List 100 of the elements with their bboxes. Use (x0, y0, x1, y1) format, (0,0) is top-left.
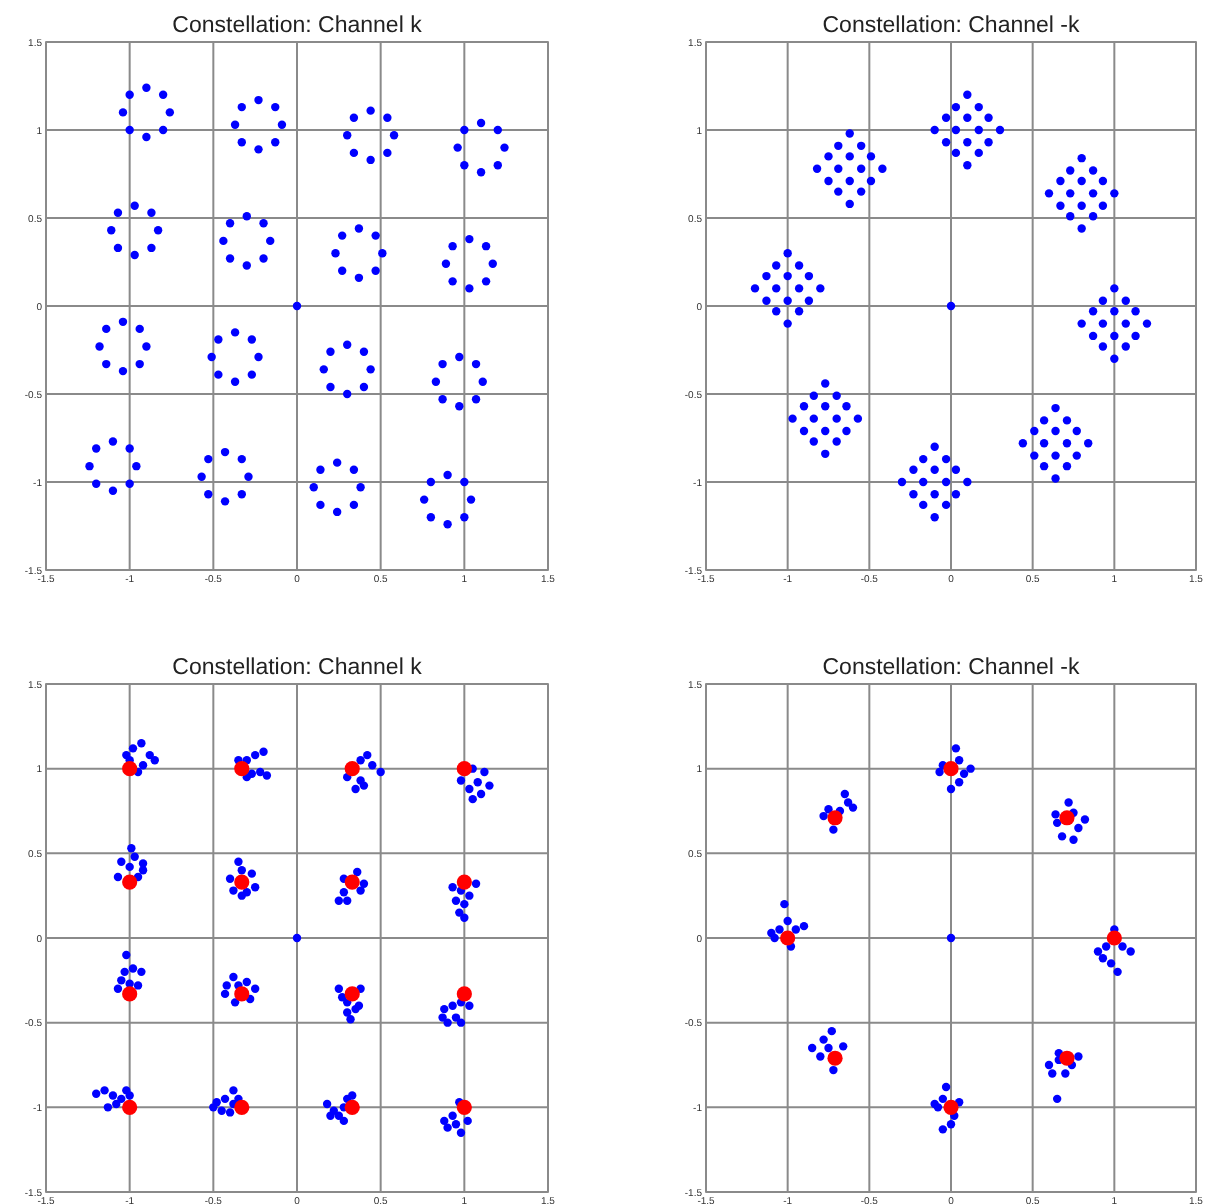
point (247, 370, 257, 379)
point (165, 108, 175, 117)
point (133, 981, 143, 990)
point (438, 1013, 447, 1022)
point (147, 243, 156, 253)
point (941, 113, 951, 122)
point (1072, 426, 1081, 436)
point (456, 776, 466, 785)
point (234, 857, 243, 866)
point (1051, 810, 1060, 819)
point (378, 249, 387, 258)
point (471, 359, 481, 369)
point (842, 426, 851, 436)
point (804, 296, 814, 305)
point (135, 359, 144, 369)
point (349, 500, 359, 510)
point (856, 141, 866, 151)
point (500, 143, 509, 152)
point (493, 125, 502, 135)
point (1051, 451, 1060, 460)
point (816, 1052, 825, 1061)
point (1062, 439, 1072, 448)
point (118, 317, 128, 327)
point (259, 254, 268, 263)
chart-title: Constellation: Channel -k (822, 14, 1080, 38)
point (827, 810, 843, 826)
point (783, 916, 792, 926)
point (334, 984, 344, 993)
point (108, 1091, 118, 1100)
point (326, 1111, 335, 1120)
point (137, 739, 146, 748)
point (1044, 1060, 1054, 1070)
point (147, 208, 156, 217)
point (443, 520, 452, 529)
point (963, 161, 972, 170)
point (963, 477, 972, 487)
point (476, 168, 486, 177)
point (337, 231, 347, 240)
point (465, 1001, 474, 1010)
point (1048, 1069, 1057, 1078)
point (456, 874, 472, 890)
point (783, 271, 792, 281)
point (309, 483, 318, 492)
point (125, 125, 134, 135)
point (1062, 461, 1072, 471)
point (834, 164, 843, 173)
point (946, 1120, 956, 1129)
point (465, 234, 474, 244)
point (946, 784, 956, 794)
point (456, 1099, 472, 1115)
point (839, 1042, 848, 1051)
point (1061, 1069, 1070, 1078)
point (344, 1099, 360, 1115)
point (963, 138, 972, 147)
point (799, 921, 809, 931)
point (951, 744, 961, 753)
point (832, 414, 841, 423)
point (1088, 189, 1098, 198)
point (481, 241, 491, 251)
point (343, 340, 352, 349)
point (897, 477, 907, 487)
point (485, 781, 494, 790)
point (451, 1013, 461, 1022)
point (359, 382, 369, 392)
point (845, 152, 854, 161)
point (368, 761, 377, 770)
point (821, 379, 830, 388)
point (128, 964, 138, 973)
point (343, 389, 352, 399)
point (237, 866, 246, 875)
point (783, 319, 792, 328)
point (465, 891, 474, 900)
point (247, 335, 257, 344)
point (225, 1108, 235, 1117)
point (456, 1018, 466, 1027)
point (254, 145, 263, 154)
point (959, 769, 969, 778)
point (448, 277, 457, 286)
point (130, 852, 139, 861)
point (473, 778, 482, 787)
point (102, 324, 111, 334)
point (1142, 319, 1152, 328)
point (840, 789, 850, 799)
point (799, 426, 809, 436)
point (954, 778, 964, 787)
point (92, 479, 101, 488)
point (108, 486, 118, 495)
point (1098, 319, 1108, 328)
point (824, 152, 833, 161)
point (951, 102, 961, 112)
point (821, 426, 830, 436)
point (938, 1125, 948, 1134)
chart-title: Constellation: Channel k (172, 14, 423, 38)
point (349, 113, 359, 122)
point (150, 756, 159, 765)
point (95, 342, 104, 351)
point (478, 377, 487, 386)
point (856, 164, 866, 173)
point (376, 767, 385, 777)
point (1077, 201, 1086, 210)
